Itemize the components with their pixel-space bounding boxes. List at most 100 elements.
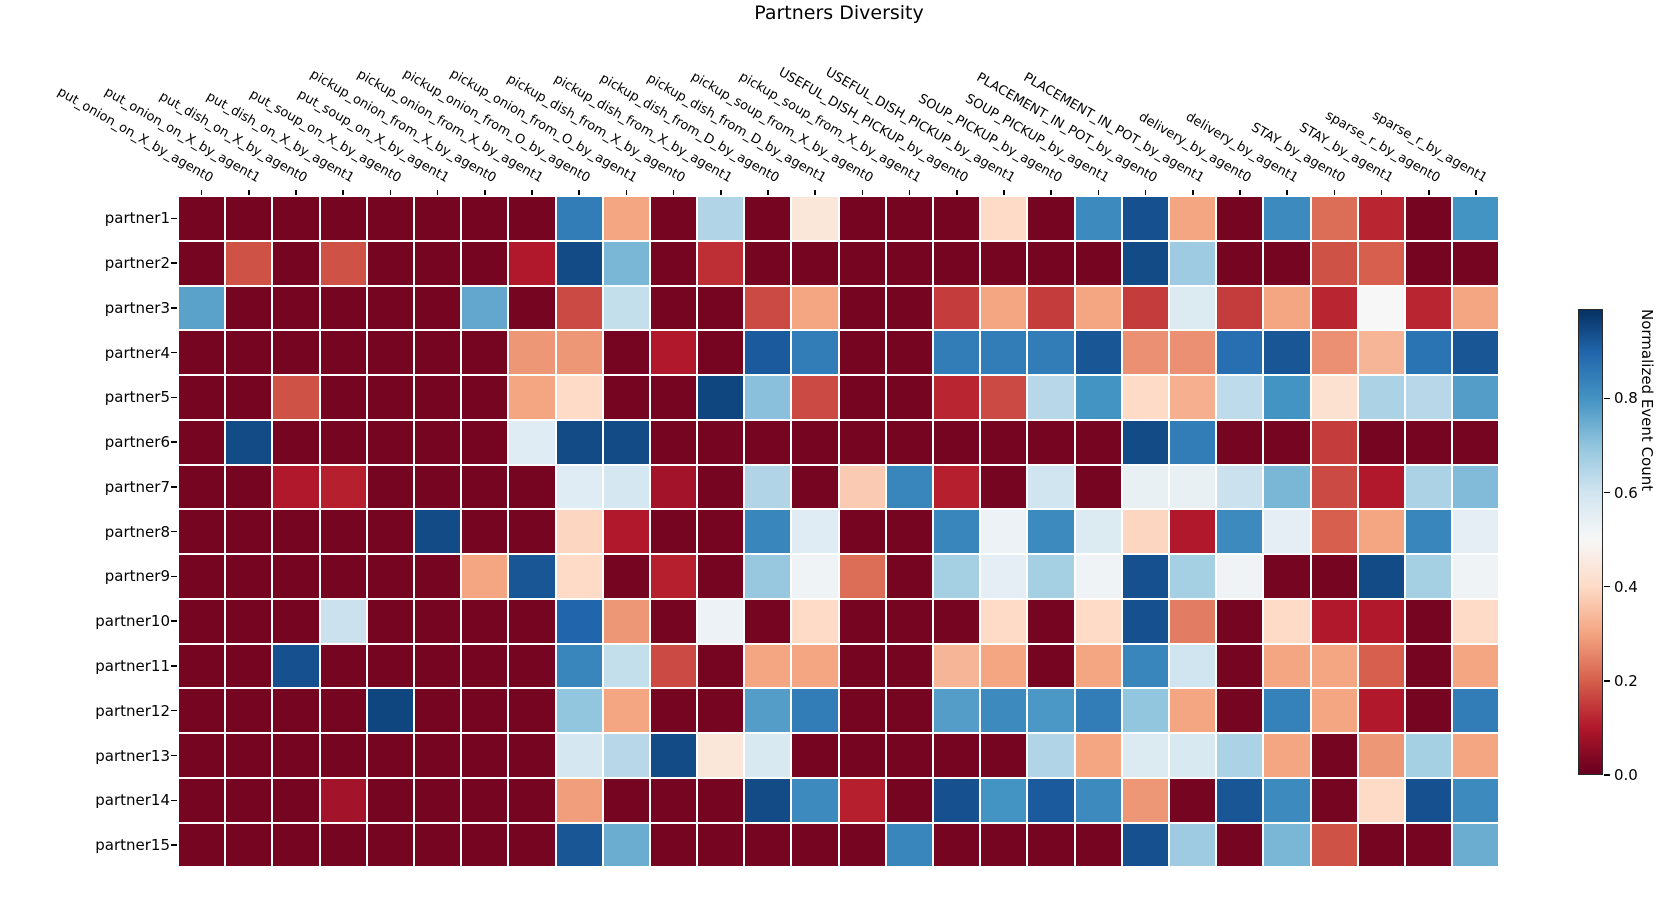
- heatmap-cell: [649, 509, 698, 554]
- heatmap-cell: [885, 688, 933, 733]
- heatmap-cell: [461, 643, 509, 689]
- heatmap-cell: [933, 240, 981, 286]
- heatmap-cell: [980, 285, 1028, 331]
- heatmap-cell: [555, 822, 603, 868]
- heatmap-cell: [225, 375, 273, 420]
- heatmap-cell: [366, 643, 414, 689]
- heatmap-cell: [272, 196, 320, 241]
- heatmap-cell: [697, 330, 745, 375]
- heatmap-cell: [885, 554, 933, 599]
- heatmap-cell: [791, 419, 839, 465]
- heatmap-cell: [1310, 330, 1358, 375]
- x-tick: [484, 190, 486, 195]
- heatmap-cell: [413, 240, 462, 286]
- colorbar-tick-label-0.8: 0.8: [1614, 389, 1638, 408]
- heatmap-cell: [1404, 777, 1453, 823]
- heatmap-cell: [1168, 375, 1217, 420]
- heatmap-cell: [1452, 643, 1500, 689]
- heatmap-cell: [413, 375, 462, 420]
- heatmap-cell: [1074, 509, 1122, 554]
- heatmap-cell: [413, 419, 462, 465]
- heatmap-cell: [791, 733, 839, 778]
- heatmap-cell: [1404, 196, 1453, 241]
- row-label-partner15: partner15: [95, 836, 170, 855]
- y-tick: [171, 396, 177, 399]
- heatmap-cell: [1404, 554, 1453, 599]
- heatmap-cell: [1216, 419, 1264, 465]
- heatmap-cell: [697, 196, 745, 241]
- heatmap-cell: [225, 598, 273, 644]
- x-tick: [1050, 190, 1052, 195]
- heatmap-cell: [933, 777, 981, 823]
- heatmap-cell: [744, 464, 792, 510]
- heatmap-cell: [1263, 554, 1311, 599]
- x-tick: [1286, 190, 1288, 195]
- heatmap-cell: [555, 733, 603, 778]
- heatmap-cell: [791, 554, 839, 599]
- heatmap-cell: [1263, 375, 1311, 420]
- heatmap-cell: [1121, 419, 1169, 465]
- heatmap-cell: [602, 598, 650, 644]
- heatmap-cell: [366, 777, 414, 823]
- heatmap-cell: [1027, 777, 1075, 823]
- heatmap-cell: [1074, 240, 1122, 286]
- heatmap-cell: [1121, 285, 1169, 331]
- heatmap-cell: [366, 509, 414, 554]
- heatmap-cell: [1310, 822, 1358, 868]
- heatmap-cell: [178, 733, 226, 778]
- heatmap-cell: [1310, 240, 1358, 286]
- heatmap-cell: [461, 285, 509, 331]
- heatmap-cell: [413, 554, 462, 599]
- heatmap-cell: [413, 822, 462, 868]
- row-label-partner3: partner3: [104, 298, 170, 317]
- heatmap-cell: [885, 822, 933, 868]
- heatmap-cell: [649, 419, 698, 465]
- x-tick: [342, 190, 344, 195]
- heatmap-cell: [885, 419, 933, 465]
- heatmap-cell: [1168, 464, 1217, 510]
- x-tick: [1192, 190, 1194, 195]
- heatmap-cell: [791, 643, 839, 689]
- heatmap-cell: [1216, 554, 1264, 599]
- heatmap-cell: [178, 777, 226, 823]
- heatmap-cell: [1121, 643, 1169, 689]
- heatmap-cell: [1027, 554, 1075, 599]
- x-tick: [908, 190, 911, 195]
- heatmap-cell: [980, 330, 1028, 375]
- y-tick: [171, 351, 177, 354]
- heatmap-cell: [555, 285, 603, 331]
- heatmap-cell: [1452, 330, 1500, 375]
- heatmap-cell: [933, 822, 981, 868]
- heatmap-cell: [508, 554, 556, 599]
- heatmap-cell: [1263, 330, 1311, 375]
- heatmap-cell: [1168, 643, 1217, 689]
- x-tick: [767, 190, 769, 195]
- heatmap-cell: [933, 688, 981, 733]
- heatmap-cell: [1404, 330, 1453, 375]
- heatmap-cell: [1452, 240, 1500, 286]
- heatmap-cell: [225, 464, 273, 510]
- heatmap-cell: [1310, 419, 1358, 465]
- heatmap-cell: [1357, 598, 1405, 644]
- heatmap-cell: [319, 688, 367, 733]
- heatmap-cell: [980, 554, 1028, 599]
- heatmap-cell: [933, 196, 981, 241]
- heatmap-cell: [1357, 285, 1405, 331]
- heatmap-cell: [885, 375, 933, 420]
- heatmap-cell: [366, 196, 414, 241]
- heatmap-cell: [885, 509, 933, 554]
- heatmap-cell: [366, 822, 414, 868]
- heatmap-cell: [1357, 733, 1405, 778]
- heatmap-cell: [838, 375, 886, 420]
- heatmap-cell: [508, 419, 556, 465]
- x-tick: [956, 190, 958, 195]
- heatmap-cell: [508, 375, 556, 420]
- heatmap-cell: [413, 598, 462, 644]
- heatmap-cell: [1027, 509, 1075, 554]
- y-tick: [171, 799, 177, 801]
- x-tick: [1144, 190, 1147, 195]
- heatmap-cell: [413, 285, 462, 331]
- heatmap-cell: [1216, 285, 1264, 331]
- row-label-partner7: partner7: [104, 477, 170, 496]
- x-tick: [1380, 190, 1383, 195]
